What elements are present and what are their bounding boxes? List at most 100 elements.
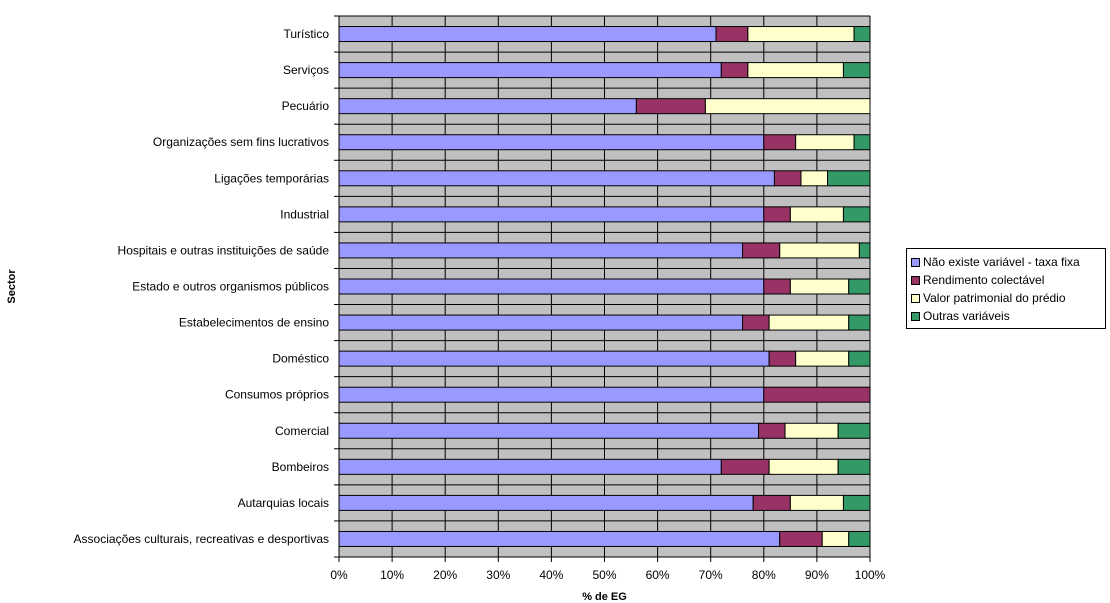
bar-segment-series-4 (837, 458, 871, 475)
bar-segment-series-4 (858, 242, 871, 259)
bar-segment-series-3 (779, 242, 860, 259)
bar-segment-series-3 (789, 278, 850, 295)
y-tick-label: Autarquias locais (238, 496, 329, 510)
y-tick-label: Estabelecimentos de ensino (179, 316, 329, 330)
x-tick-label: 40% (539, 568, 563, 582)
legend-label: Outras variáveis (923, 309, 1010, 323)
bar-segment-series-2 (720, 62, 749, 79)
bar-segment-series-1 (338, 170, 775, 187)
legend-label: Rendimento colectável (923, 273, 1045, 287)
x-tick-label: 0% (330, 568, 348, 582)
x-tick-label: 20% (433, 568, 457, 582)
x-axis-ticks: 0% 10% 20% 30% 40% 50% 60% 70% 80% 90% 100% (330, 556, 886, 582)
y-tick-label: Bombeiros (272, 460, 329, 474)
bar-segment-series-3 (747, 26, 855, 43)
bar-segment-series-2 (763, 206, 791, 223)
bar-segment-series-1 (338, 242, 744, 259)
y-tick-label: Turístico (283, 27, 329, 41)
bar-segment-series-1 (338, 494, 754, 511)
bar-segment-series-1 (338, 62, 722, 79)
bar-segment-series-4 (848, 278, 871, 295)
bar-segment-series-1 (338, 386, 765, 403)
bar-segment-series-2 (635, 98, 706, 115)
x-tick-label: 70% (699, 568, 723, 582)
y-tick-label: Organizações sem fins lucrativos (153, 135, 329, 149)
legend-item-series-3: Valor patrimonial do prédio (911, 289, 1103, 307)
bar-segment-series-3 (821, 530, 850, 547)
bar-segment-series-1 (338, 422, 759, 439)
bar-segment-series-1 (338, 134, 765, 151)
bar-segment-series-3 (795, 134, 855, 151)
y-tick-label: Industrial (280, 207, 329, 221)
bar-segment-series-3 (789, 494, 844, 511)
bar-segment-series-3 (795, 350, 850, 367)
y-axis-ticks: Turístico Serviços Pecuário Organizações se… (74, 15, 340, 558)
y-tick-label: Doméstico (272, 352, 329, 366)
bar-segment-series-2 (715, 26, 749, 43)
legend-item-series-4: Outras variáveis (911, 307, 1103, 325)
y-tick-label: Associações culturais, recreativas e des… (74, 532, 329, 546)
legend-label: Não existe variável - taxa fixa (923, 255, 1080, 269)
bar-segment-series-4 (842, 494, 871, 511)
bar-segment-series-2 (763, 386, 871, 403)
bar-segment-series-2 (763, 134, 797, 151)
x-tick-label: 80% (752, 568, 776, 582)
bar-segment-series-4 (827, 170, 871, 187)
bar-segment-series-3 (784, 422, 839, 439)
legend-label: Valor patrimonial do prédio (923, 291, 1066, 305)
bar-segment-series-2 (720, 458, 770, 475)
bar-segment-series-4 (853, 134, 871, 151)
bar-segment-series-2 (779, 530, 823, 547)
x-tick-label: 10% (380, 568, 404, 582)
legend: Não existe variável - taxa fixa Rendiment… (906, 248, 1106, 329)
bar-segment-series-1 (338, 458, 722, 475)
bar-segment-series-4 (853, 26, 871, 43)
bar-segment-series-2 (752, 494, 791, 511)
x-tick-label: 100% (855, 568, 886, 582)
bar-segment-series-4 (837, 422, 871, 439)
bar-segment-series-2 (763, 278, 791, 295)
bar-segment-series-2 (773, 170, 802, 187)
bar-segment-series-1 (338, 350, 770, 367)
bar-segment-series-3 (747, 62, 844, 79)
legend-swatch (911, 311, 920, 321)
bar-segment-series-4 (842, 206, 871, 223)
bar-segment-series-3 (789, 206, 844, 223)
bar-segment-series-2 (757, 422, 786, 439)
bar-segment-series-4 (842, 62, 871, 79)
bar-segment-series-4 (848, 350, 871, 367)
legend-item-series-1: Não existe variável - taxa fixa (911, 253, 1103, 271)
legend-swatch (911, 257, 920, 267)
bar-segment-series-3 (800, 170, 829, 187)
bar-segment-series-2 (768, 350, 797, 367)
bar-segment-series-1 (338, 530, 781, 547)
bar-segment-series-3 (704, 98, 871, 115)
legend-swatch (911, 293, 920, 303)
legend-swatch (911, 275, 920, 285)
y-tick-label: Estado e outros organismos públicos (132, 280, 329, 294)
bar-segment-series-1 (338, 314, 744, 331)
bar-segment-series-3 (768, 314, 850, 331)
y-tick-label: Hospitais e outras instituições de saúde (118, 243, 330, 257)
y-tick-label: Ligações temporárias (214, 171, 329, 185)
x-tick-label: 30% (486, 568, 510, 582)
y-tick-label: Serviços (283, 63, 329, 77)
bar-segment-series-4 (848, 530, 871, 547)
x-tick-label: 50% (592, 568, 616, 582)
x-axis-title: % de EG (582, 591, 627, 603)
bar-segment-series-3 (768, 458, 839, 475)
bar-segment-series-1 (338, 206, 765, 223)
y-tick-label: Consumos próprios (225, 388, 329, 402)
x-tick-label: 60% (646, 568, 670, 582)
legend-item-series-2: Rendimento colectável (911, 271, 1103, 289)
y-tick-label: Pecuário (282, 99, 330, 113)
bar-segment-series-1 (338, 98, 637, 115)
bar-segment-series-1 (338, 26, 717, 43)
bar-segment-series-4 (848, 314, 871, 331)
y-tick-label: Comercial (275, 424, 329, 438)
bars (338, 26, 871, 547)
x-tick-label: 90% (805, 568, 829, 582)
bar-segment-series-2 (742, 314, 770, 331)
bar-segment-series-1 (338, 278, 765, 295)
